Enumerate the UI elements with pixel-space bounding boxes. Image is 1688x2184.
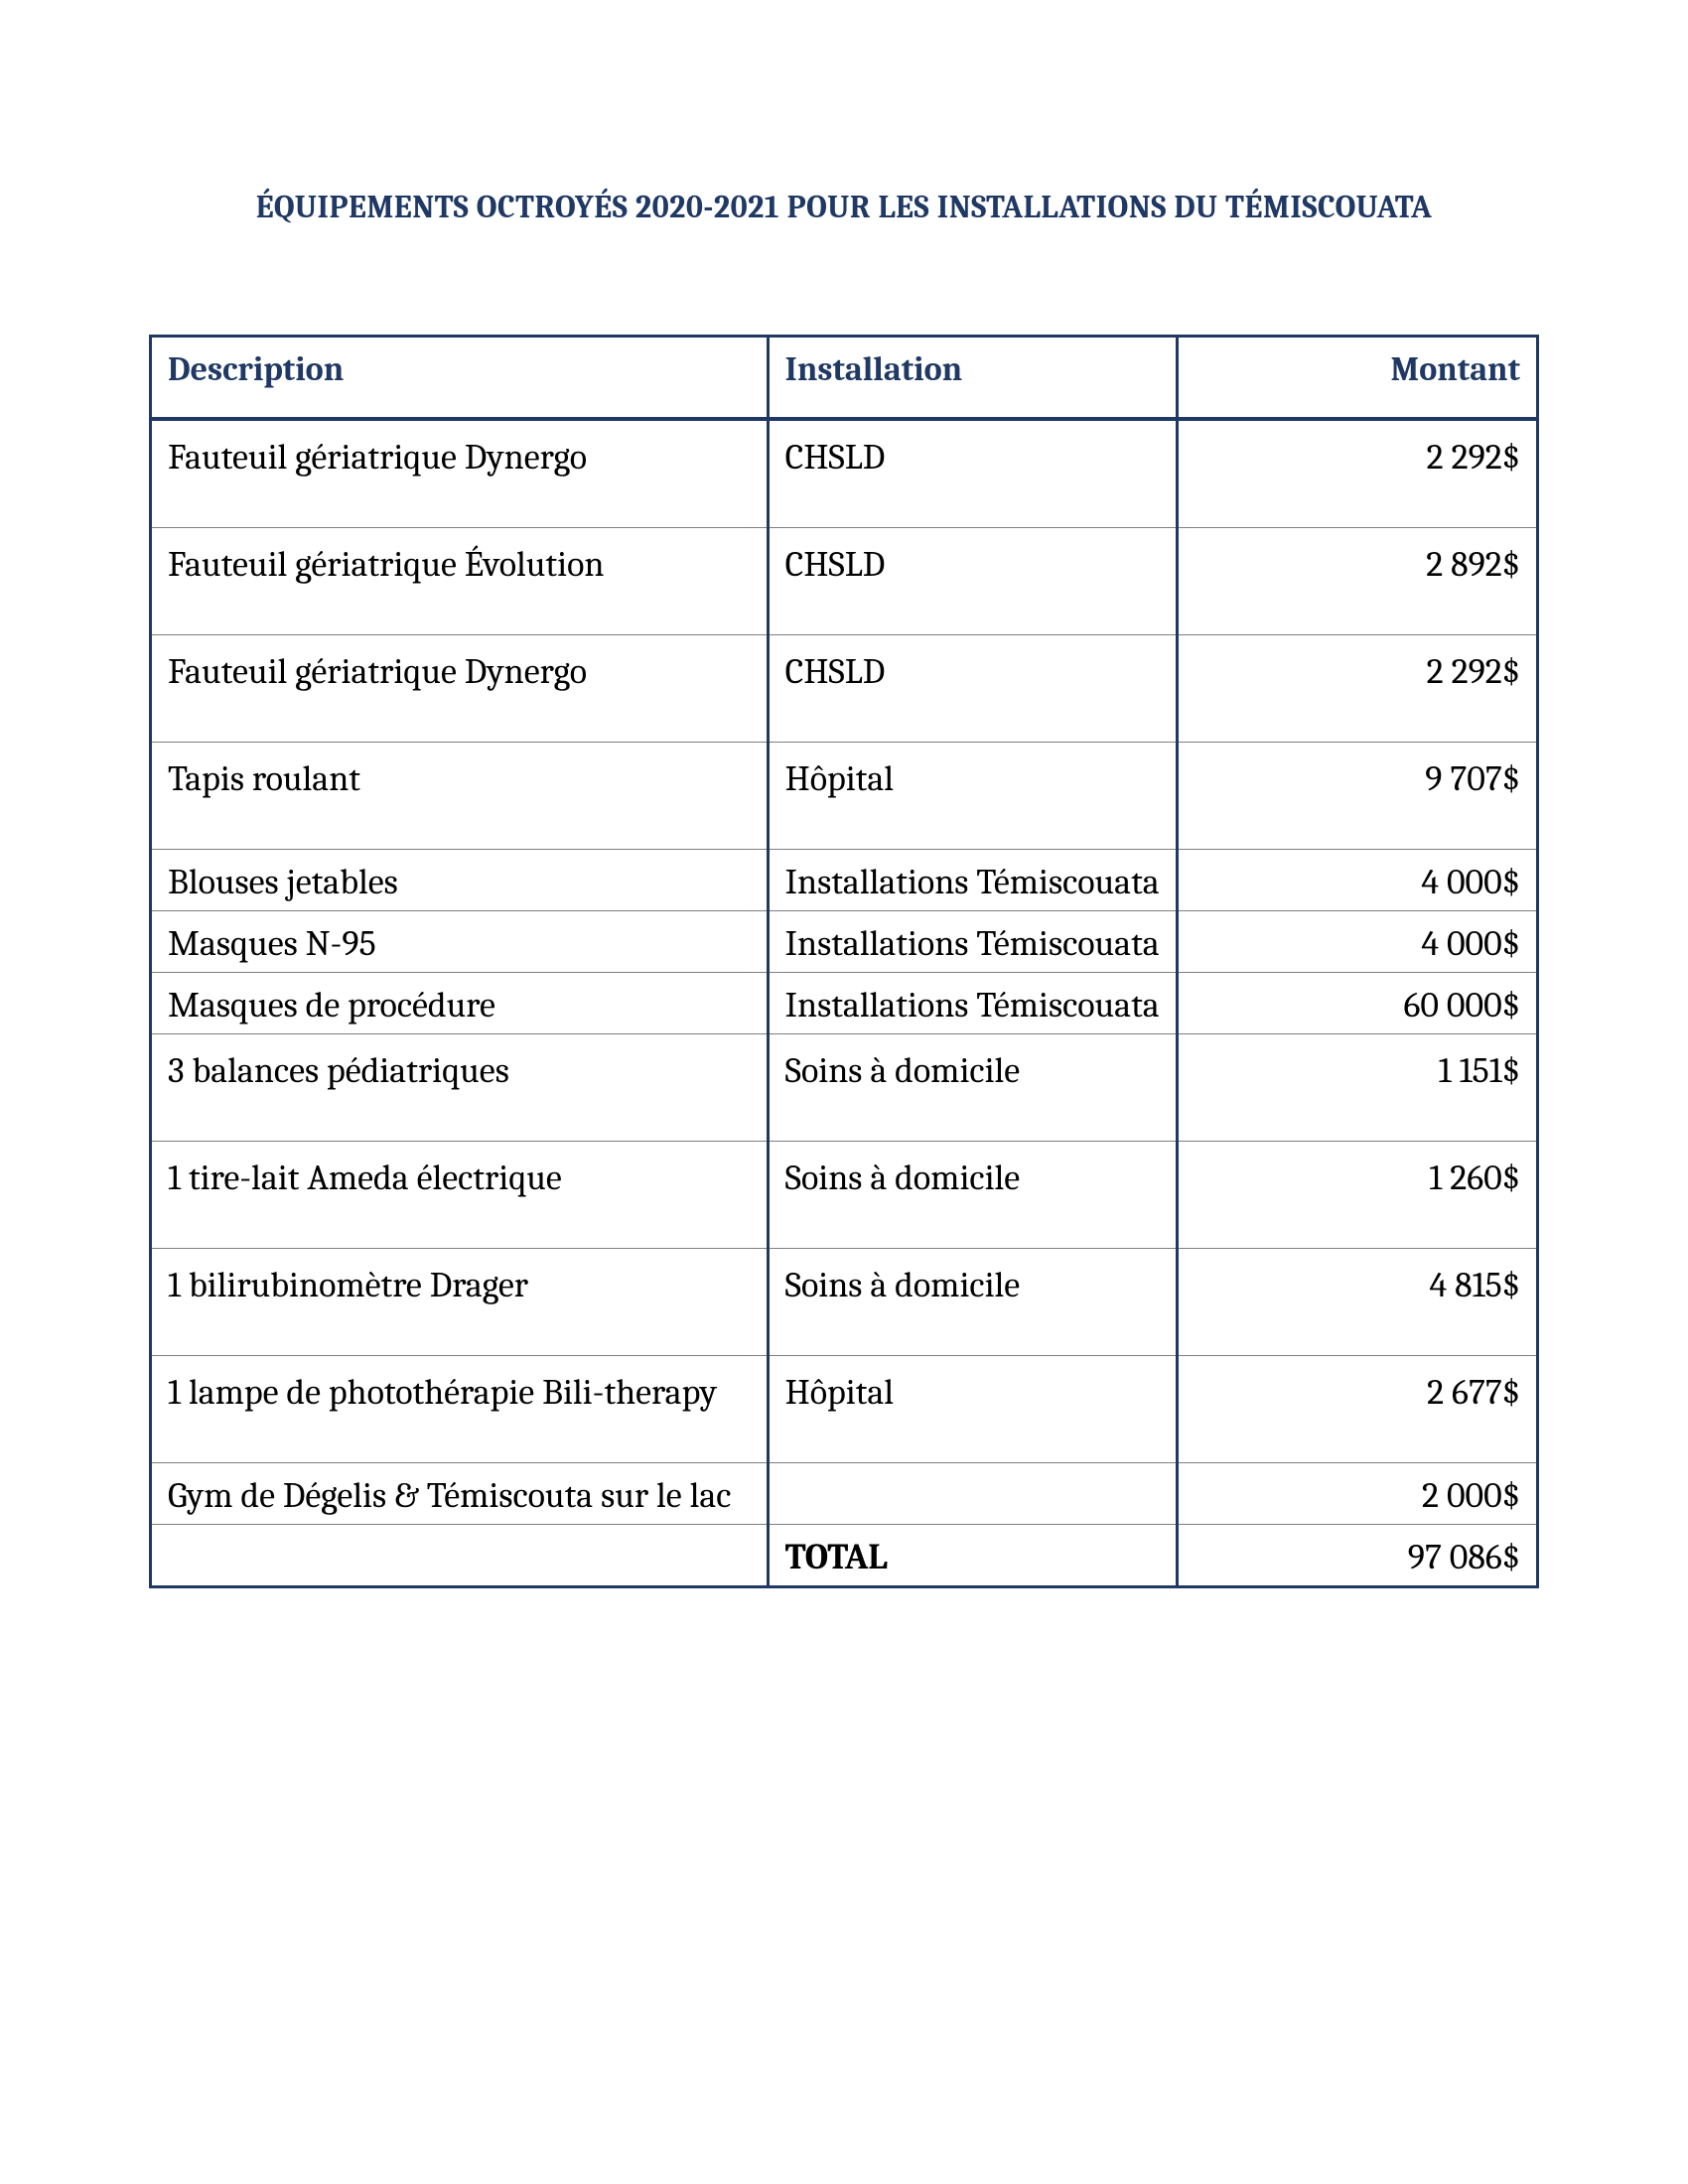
cell-description: 1 lampe de photothérapie Bili-therapy	[151, 1356, 769, 1463]
cell-montant: 1 151$	[1177, 1034, 1537, 1142]
cell-installation: Hôpital	[768, 743, 1177, 850]
cell-description: Masques de procédure	[151, 973, 769, 1034]
cell-installation: Installations Témiscouata	[768, 911, 1177, 973]
table-row: Fauteuil gériatrique Dynergo CHSLD 2 292…	[151, 419, 1538, 528]
cell-montant: 4 815$	[1177, 1249, 1537, 1356]
cell-description: Fauteuil gériatrique Dynergo	[151, 635, 769, 743]
cell-installation: Installations Témiscouata	[768, 850, 1177, 911]
cell-installation: CHSLD	[768, 528, 1177, 635]
cell-montant: 2 292$	[1177, 635, 1537, 743]
total-montant: 97 086$	[1177, 1525, 1537, 1587]
cell-montant: 60 000$	[1177, 973, 1537, 1034]
cell-installation: Hôpital	[768, 1356, 1177, 1463]
cell-installation: CHSLD	[768, 419, 1177, 528]
cell-montant: 4 000$	[1177, 850, 1537, 911]
table-row: Gym de Dégelis & Témiscouta sur le lac 2…	[151, 1463, 1538, 1525]
cell-installation: Installations Témiscouata	[768, 973, 1177, 1034]
cell-montant: 2 892$	[1177, 528, 1537, 635]
table-row: 1 lampe de photothérapie Bili-therapy Hô…	[151, 1356, 1538, 1463]
table-row: Fauteuil gériatrique Dynergo CHSLD 2 292…	[151, 635, 1538, 743]
equipment-table: Description Installation Montant Fauteui…	[149, 335, 1539, 1588]
cell-installation	[768, 1463, 1177, 1525]
cell-description: 1 bilirubinomètre Drager	[151, 1249, 769, 1356]
cell-description: 1 tire-lait Ameda électrique	[151, 1142, 769, 1249]
table-row: 3 balances pédiatriques Soins à domicile…	[151, 1034, 1538, 1142]
page-title: ÉQUIPEMENTS OCTROYÉS 2020-2021 POUR LES …	[149, 189, 1539, 225]
cell-description: Gym de Dégelis & Témiscouta sur le lac	[151, 1463, 769, 1525]
total-label: TOTAL	[768, 1525, 1177, 1587]
cell-installation: Soins à domicile	[768, 1142, 1177, 1249]
col-header-installation: Installation	[768, 337, 1177, 420]
cell-montant: 2 000$	[1177, 1463, 1537, 1525]
cell-description: Tapis roulant	[151, 743, 769, 850]
cell-installation: Soins à domicile	[768, 1034, 1177, 1142]
cell-description: Fauteuil gériatrique Évolution	[151, 528, 769, 635]
cell-montant: 2 677$	[1177, 1356, 1537, 1463]
table-body: Fauteuil gériatrique Dynergo CHSLD 2 292…	[151, 419, 1538, 1587]
table-row: Fauteuil gériatrique Évolution CHSLD 2 8…	[151, 528, 1538, 635]
table-row: Tapis roulant Hôpital 9 707$	[151, 743, 1538, 850]
cell-montant: 1 260$	[1177, 1142, 1537, 1249]
cell-description: Blouses jetables	[151, 850, 769, 911]
table-total-row: TOTAL 97 086$	[151, 1525, 1538, 1587]
col-header-montant: Montant	[1177, 337, 1537, 420]
cell-description: Masques N-95	[151, 911, 769, 973]
cell-description: Fauteuil gériatrique Dynergo	[151, 419, 769, 528]
cell-installation: CHSLD	[768, 635, 1177, 743]
table-row: Masques de procédure Installations Témis…	[151, 973, 1538, 1034]
cell-description: 3 balances pédiatriques	[151, 1034, 769, 1142]
cell-installation: Soins à domicile	[768, 1249, 1177, 1356]
cell-montant: 4 000$	[1177, 911, 1537, 973]
table-header-row: Description Installation Montant	[151, 337, 1538, 420]
cell-description	[151, 1525, 769, 1587]
table-row: 1 bilirubinomètre Drager Soins à domicil…	[151, 1249, 1538, 1356]
table-row: Masques N-95 Installations Témiscouata 4…	[151, 911, 1538, 973]
cell-montant: 9 707$	[1177, 743, 1537, 850]
cell-montant: 2 292$	[1177, 419, 1537, 528]
col-header-description: Description	[151, 337, 769, 420]
page: ÉQUIPEMENTS OCTROYÉS 2020-2021 POUR LES …	[0, 0, 1688, 1588]
table-row: 1 tire-lait Ameda électrique Soins à dom…	[151, 1142, 1538, 1249]
table-row: Blouses jetables Installations Témiscoua…	[151, 850, 1538, 911]
